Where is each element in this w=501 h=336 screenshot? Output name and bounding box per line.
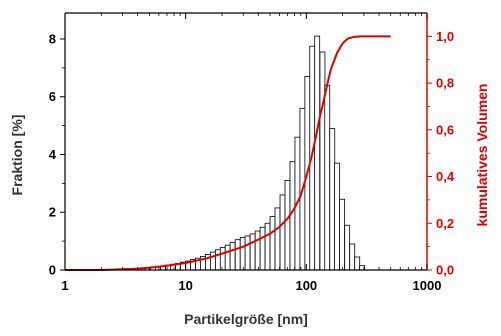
x-tick-label: 1 [61,278,68,293]
x-axis-label: Partikelgröße [nm] [184,311,308,327]
y2-tick-label: 0,8 [436,76,454,91]
x-tick-label: 1000 [413,278,442,293]
y2-tick-label: 0,0 [436,263,454,278]
histogram-bar [314,35,321,271]
histogram-bar [249,233,256,271]
histogram-bar [284,180,291,271]
histogram-bars [119,35,366,271]
y-tick-label: 6 [49,89,56,104]
histogram-bar [269,216,276,271]
y2-tick-label: 0,4 [436,169,455,184]
histogram-bar [224,244,231,271]
histogram-bar [234,239,241,271]
histogram-bar [215,249,221,271]
histogram-bar [354,256,361,271]
cumulative-volume-line [65,35,391,271]
y-axis-label: Fraktion [%] [9,115,25,196]
y-tick-label: 2 [49,205,56,220]
y-tick-label: 0 [49,263,56,278]
histogram-bar [329,128,336,271]
y-tick-label: 4 [49,147,57,162]
histogram-bar [349,243,356,271]
histogram-bar [274,207,281,271]
histogram-bar [279,194,286,271]
histogram-bar [259,226,266,271]
histogram-bar [229,242,236,271]
x-tick-label: 10 [178,278,192,293]
histogram-bar [264,222,271,271]
y2-axis-label: kumulatives Volumen [474,84,490,227]
histogram-bar [324,84,331,271]
histogram-bar [219,247,226,271]
tick-labels: 1 10 100 1000 0 2 4 6 8 0,0 0,2 0,4 0,6 0,8 1,0 [49,29,455,293]
x-tick-label: 100 [295,278,317,293]
y-tick-label: 8 [49,31,56,46]
histogram-bar [254,230,261,271]
y2-tick-label: 1,0 [436,29,454,44]
histogram-bar [209,251,216,271]
histogram-bar [319,51,326,271]
histogram-bar [339,198,346,271]
histogram-bar [244,235,251,271]
y2-tick-label: 0,6 [436,122,454,137]
histogram-bar [344,224,351,271]
axes [60,12,432,271]
histogram-bar [239,237,246,271]
histogram-bar [289,161,296,271]
histogram-bar [334,162,341,271]
y2-tick-label: 0,2 [436,216,454,231]
